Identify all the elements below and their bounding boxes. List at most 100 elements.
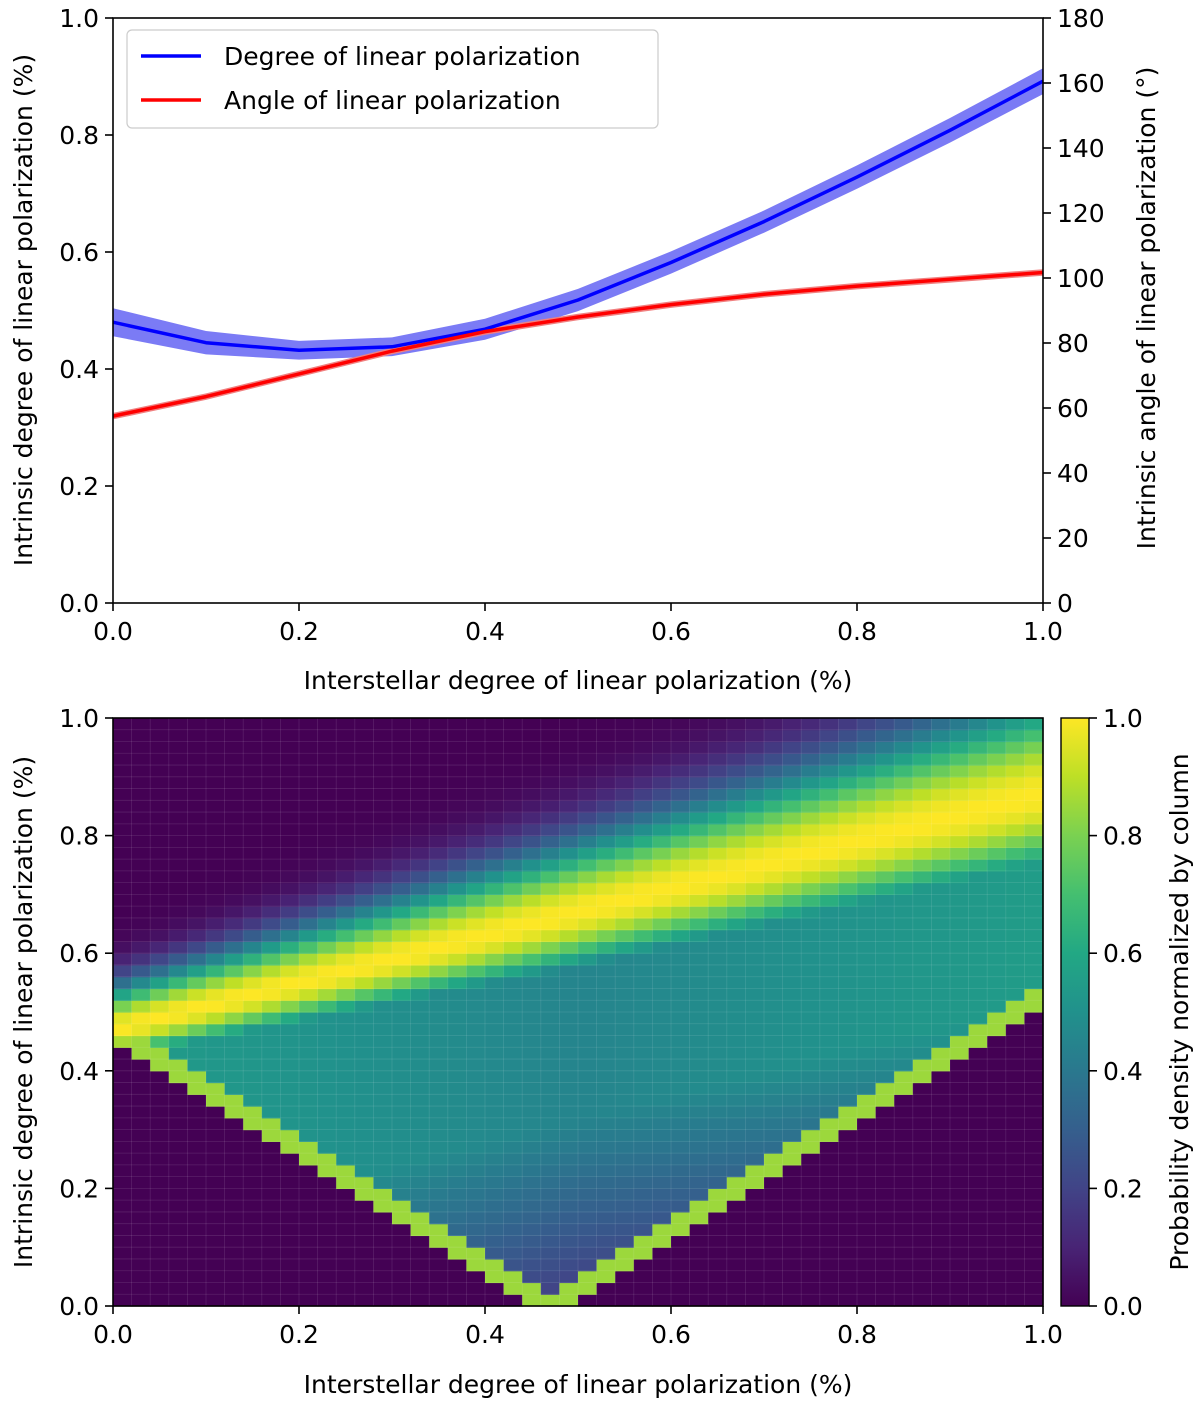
heatmap-cell bbox=[819, 1070, 839, 1084]
heatmap-cell bbox=[168, 894, 188, 907]
heatmap-cell bbox=[745, 1023, 765, 1037]
heatmap-cell bbox=[894, 1070, 914, 1084]
heatmap-cell bbox=[206, 894, 226, 907]
heatmap-cell bbox=[912, 847, 932, 860]
heatmap-cell bbox=[652, 1141, 672, 1154]
heatmap-cell bbox=[819, 976, 839, 990]
heatmap-cell bbox=[503, 847, 523, 860]
heatmap-cell bbox=[410, 776, 430, 790]
heatmap-cell bbox=[224, 1035, 244, 1048]
heatmap-cell bbox=[950, 1235, 970, 1248]
heatmap-cell bbox=[857, 929, 877, 943]
heatmap-cell bbox=[764, 941, 784, 954]
heatmap-cell bbox=[280, 1235, 300, 1248]
x-tick-label: 0.2 bbox=[279, 617, 319, 646]
heatmap-cell bbox=[950, 788, 970, 801]
heatmap-cell bbox=[447, 847, 467, 860]
heatmap-cell bbox=[1024, 1294, 1044, 1307]
heatmap-cell bbox=[522, 1176, 542, 1189]
heatmap-cell bbox=[317, 729, 337, 743]
heatmap-cell bbox=[596, 1059, 616, 1072]
heatmap-cell bbox=[410, 917, 430, 931]
heatmap-cell bbox=[485, 1000, 505, 1013]
heatmap-cell bbox=[540, 1188, 560, 1201]
heatmap-cell bbox=[1005, 1082, 1025, 1095]
heatmap-cell bbox=[1005, 859, 1025, 872]
heatmap-cell bbox=[968, 1094, 988, 1107]
heatmap-cell bbox=[522, 765, 542, 778]
heatmap-cell bbox=[317, 1223, 337, 1237]
heatmap-cell bbox=[931, 1035, 951, 1048]
heatmap-cell bbox=[299, 1000, 319, 1013]
heatmap-cell bbox=[987, 988, 1007, 1001]
y-tick-label: 0.6 bbox=[59, 238, 99, 267]
heatmap-cell bbox=[410, 1200, 430, 1213]
heatmap-cell bbox=[671, 776, 691, 790]
heatmap-cell bbox=[819, 1106, 839, 1119]
heatmap-cell bbox=[633, 1270, 653, 1284]
heatmap-cell bbox=[615, 1235, 635, 1248]
heatmap-cell bbox=[466, 1235, 486, 1248]
heatmap-cell bbox=[299, 1141, 319, 1154]
heatmap-cell bbox=[689, 953, 709, 966]
heatmap-cell bbox=[540, 988, 560, 1001]
heatmap-cell bbox=[224, 882, 244, 895]
heatmap-cell bbox=[1005, 1070, 1025, 1084]
heatmap-cell bbox=[261, 800, 281, 813]
heatmap-cell bbox=[113, 1235, 133, 1248]
heatmap-cell bbox=[131, 859, 151, 872]
heatmap-cell bbox=[317, 1294, 337, 1307]
heatmap-cell bbox=[540, 1200, 560, 1213]
heatmap-cell bbox=[206, 917, 226, 931]
heatmap-cell bbox=[633, 882, 653, 895]
heatmap-cell bbox=[317, 800, 337, 813]
heatmap-cell bbox=[912, 988, 932, 1001]
heatmap-cell bbox=[317, 917, 337, 931]
heatmap-cell bbox=[819, 800, 839, 813]
heatmap-cell bbox=[410, 1117, 430, 1131]
heatmap-cell bbox=[280, 835, 300, 848]
heatmap-cell bbox=[522, 1153, 542, 1166]
heatmap-cell bbox=[950, 988, 970, 1001]
heatmap-cell bbox=[652, 776, 672, 790]
heatmap-cell bbox=[671, 1035, 691, 1048]
heatmap-cell bbox=[187, 1294, 207, 1307]
heatmap-cell bbox=[317, 1141, 337, 1154]
heatmap-cell bbox=[857, 1235, 877, 1248]
heatmap-cell bbox=[912, 1012, 932, 1025]
heatmap-cell bbox=[168, 1282, 188, 1295]
heatmap-cell bbox=[578, 1141, 598, 1154]
heatmap-cell bbox=[447, 1082, 467, 1095]
heatmap-cell bbox=[447, 1294, 467, 1307]
legend-box bbox=[126, 29, 659, 129]
heatmap-cell bbox=[894, 1294, 914, 1307]
heatmap-cell bbox=[596, 882, 616, 895]
heatmap-cell bbox=[559, 1059, 579, 1072]
heatmap-cell bbox=[578, 812, 598, 825]
heatmap-cell bbox=[299, 823, 319, 837]
heatmap-frame bbox=[112, 717, 1044, 1307]
heatmap-cell bbox=[559, 1247, 579, 1260]
heatmap-cell bbox=[447, 1023, 467, 1037]
heatmap-cell bbox=[243, 1211, 263, 1225]
heatmap-cell bbox=[671, 906, 691, 919]
heatmap-cell bbox=[968, 729, 988, 743]
heatmap-cell bbox=[931, 1235, 951, 1248]
heatmap-cell bbox=[764, 847, 784, 860]
heatmap-cell bbox=[466, 894, 486, 907]
heatmap-cell bbox=[503, 929, 523, 943]
heatmap-cell bbox=[819, 1247, 839, 1260]
heatmap-cell bbox=[206, 753, 226, 766]
heatmap-cell bbox=[503, 835, 523, 848]
heatmap-cell bbox=[615, 1023, 635, 1037]
heatmap-cell bbox=[819, 1012, 839, 1025]
heatmap-cell bbox=[1024, 1176, 1044, 1189]
heatmap-cell bbox=[950, 823, 970, 837]
heatmap-cell bbox=[299, 1270, 319, 1284]
heatmap-cell bbox=[373, 1082, 393, 1095]
heatmap-cell bbox=[726, 847, 746, 860]
heatmap-cell bbox=[317, 1117, 337, 1131]
heatmap-cell bbox=[168, 835, 188, 848]
heatmap-cell bbox=[280, 1129, 300, 1142]
heatmap-cell bbox=[801, 1270, 821, 1284]
